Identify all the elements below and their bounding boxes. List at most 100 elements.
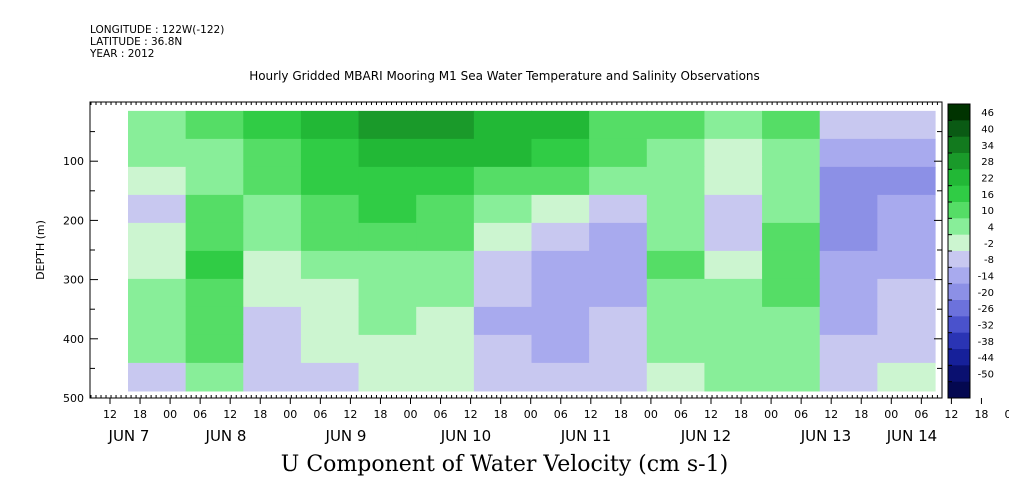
heatmap-cell bbox=[531, 110, 590, 140]
x-hour-label: 00 bbox=[884, 408, 898, 421]
x-date-label: JUN 13 bbox=[800, 427, 851, 445]
chart-title: Hourly Gridded MBARI Mooring M1 Sea Wate… bbox=[249, 69, 760, 83]
heatmap-cell bbox=[185, 110, 244, 140]
heatmap-cell bbox=[416, 166, 475, 196]
x-hour-label: 06 bbox=[554, 408, 568, 421]
heatmap-cell bbox=[877, 222, 936, 252]
heatmap-cell bbox=[243, 166, 302, 196]
heatmap-cell bbox=[877, 194, 936, 224]
heatmap-cell bbox=[646, 362, 706, 392]
heatmap-cell bbox=[128, 110, 187, 140]
x-hour-label: 18 bbox=[854, 408, 868, 421]
heatmap-cell bbox=[877, 110, 936, 140]
x-hour-label: 06 bbox=[914, 408, 928, 421]
heatmap-cell bbox=[646, 138, 706, 168]
colorbar-bin bbox=[948, 120, 970, 138]
heatmap-cell bbox=[473, 166, 533, 196]
heatmap-cell bbox=[185, 362, 244, 392]
heatmap-cell bbox=[358, 306, 417, 336]
colorbar-bin bbox=[948, 267, 970, 285]
x-hour-label: 12 bbox=[824, 408, 838, 421]
heatmap-cell bbox=[473, 110, 533, 140]
colorbar-label: 28 bbox=[981, 157, 994, 168]
colorbar-bin bbox=[948, 169, 970, 187]
y-tick-label: 500 bbox=[63, 392, 84, 405]
heatmap-cell bbox=[819, 334, 878, 364]
heatmap-cell bbox=[358, 362, 417, 392]
heatmap-cell bbox=[243, 194, 302, 224]
heatmap-cell bbox=[762, 138, 821, 168]
heatmap-cell bbox=[531, 278, 590, 308]
heatmap-cell bbox=[589, 306, 648, 336]
colorbar-bin bbox=[948, 136, 970, 154]
heatmap-cell bbox=[762, 306, 821, 336]
heatmap-cell bbox=[762, 166, 821, 196]
heatmap-cell bbox=[589, 362, 648, 392]
heatmap-cell bbox=[416, 250, 475, 280]
heatmap-cell bbox=[704, 362, 763, 392]
heatmap-cell bbox=[704, 306, 763, 336]
colorbar-label: -2 bbox=[984, 239, 994, 250]
heatmap-cell bbox=[762, 110, 821, 140]
heatmap-cell bbox=[819, 362, 878, 392]
heatmap-cell bbox=[589, 194, 648, 224]
x-hour-label: 00 bbox=[524, 408, 538, 421]
x-date-label: JUN 11 bbox=[560, 427, 611, 445]
heatmap-cell bbox=[416, 362, 475, 392]
colorbar-bin bbox=[948, 381, 970, 399]
colorbar-label: 16 bbox=[981, 190, 994, 201]
heatmap-cell bbox=[358, 278, 417, 308]
heatmap-cell bbox=[243, 110, 302, 140]
x-hour-label: 12 bbox=[223, 408, 237, 421]
colorbar-label: 22 bbox=[981, 174, 994, 185]
heatmap-cell bbox=[704, 110, 763, 140]
metadata-block: LONGITUDE : 122W(-122) LATITUDE : 36.8N … bbox=[90, 24, 224, 60]
colorbar-label: 10 bbox=[981, 206, 994, 217]
x-hour-label: 00 bbox=[163, 408, 177, 421]
heatmap-cell bbox=[819, 166, 878, 196]
colorbar-label: 4 bbox=[988, 223, 994, 234]
heatmap-cell bbox=[646, 306, 706, 336]
x-hour-label: 12 bbox=[103, 408, 117, 421]
heatmap-cell bbox=[473, 250, 533, 280]
heatmap-cell bbox=[704, 194, 763, 224]
colorbar-bin bbox=[948, 218, 970, 236]
y-tick-label: 200 bbox=[63, 214, 84, 227]
x-hour-label: 12 bbox=[704, 408, 718, 421]
heatmap-cell bbox=[704, 222, 763, 252]
x-hour-label: 06 bbox=[434, 408, 448, 421]
heatmap-cell bbox=[762, 334, 821, 364]
heatmap-cell bbox=[646, 110, 706, 140]
heatmap-cell bbox=[704, 334, 763, 364]
heatmap-cell bbox=[589, 278, 648, 308]
heatmap-cell bbox=[243, 222, 302, 252]
heatmap-cell bbox=[646, 166, 706, 196]
colorbar-bin bbox=[948, 251, 970, 268]
heatmap-cell bbox=[646, 250, 706, 280]
heatmap-cell bbox=[358, 194, 417, 224]
colorbar-bin bbox=[948, 283, 970, 301]
heatmap-cell bbox=[128, 278, 187, 308]
heatmap-cell bbox=[531, 306, 590, 336]
x-hour-label: 06 bbox=[674, 408, 688, 421]
x-date-label: JUN 12 bbox=[680, 427, 731, 445]
heatmap-cell bbox=[819, 250, 878, 280]
heatmap-cell bbox=[877, 166, 936, 196]
x-hour-label: 18 bbox=[614, 408, 628, 421]
colorbar-bin bbox=[948, 316, 970, 334]
heatmap-cell bbox=[877, 334, 936, 364]
colorbar-label: -44 bbox=[978, 353, 994, 364]
colorbar-label: -32 bbox=[978, 321, 994, 332]
heatmap-cell bbox=[531, 250, 590, 280]
heatmap-cell bbox=[589, 110, 648, 140]
x-hour-label: 18 bbox=[494, 408, 508, 421]
heatmap-cell bbox=[589, 166, 648, 196]
heatmap-cell bbox=[704, 278, 763, 308]
x-date-label: JUN 7 bbox=[108, 427, 150, 445]
heatmap-cell bbox=[128, 362, 187, 392]
heatmap-cell bbox=[646, 194, 706, 224]
heatmap-cell bbox=[416, 278, 475, 308]
heatmap-cell bbox=[300, 138, 360, 168]
colorbar-bin bbox=[948, 300, 970, 317]
